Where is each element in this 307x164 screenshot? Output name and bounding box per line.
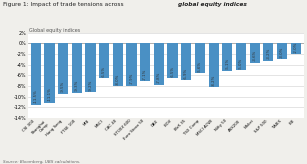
Text: -9.3%: -9.3% xyxy=(75,80,79,91)
Text: -3.2%: -3.2% xyxy=(266,48,270,59)
Bar xyxy=(140,43,150,81)
Text: -11.1%: -11.1% xyxy=(48,87,52,101)
Text: -11.5%: -11.5% xyxy=(34,89,38,103)
Text: Source: Bloomberg, UBS calculations.: Source: Bloomberg, UBS calculations. xyxy=(3,160,80,164)
Text: Figure 1: Impact of trade tensions across: Figure 1: Impact of trade tensions acros… xyxy=(3,2,126,7)
Bar xyxy=(85,43,96,92)
Bar xyxy=(154,43,164,85)
Bar xyxy=(277,43,287,59)
Text: -6.5%: -6.5% xyxy=(102,65,106,76)
Text: -9.5%: -9.5% xyxy=(61,81,65,92)
Bar xyxy=(126,43,137,86)
Text: -7.1%: -7.1% xyxy=(143,68,147,80)
Bar xyxy=(208,43,219,87)
Bar xyxy=(168,43,178,78)
Bar xyxy=(72,43,82,93)
Text: -8.2%: -8.2% xyxy=(212,74,216,86)
Text: -7.9%: -7.9% xyxy=(130,73,134,84)
Bar xyxy=(222,43,232,71)
Bar xyxy=(58,43,68,94)
Bar xyxy=(195,43,205,73)
Text: -5.1%: -5.1% xyxy=(225,58,229,69)
Text: -7.8%: -7.8% xyxy=(157,72,161,83)
Text: -2.0%: -2.0% xyxy=(294,41,298,52)
Text: -3.6%: -3.6% xyxy=(253,50,257,61)
Text: -8.0%: -8.0% xyxy=(116,73,120,84)
Bar xyxy=(263,43,274,61)
Text: -3.0%: -3.0% xyxy=(280,46,284,58)
Text: -9.2%: -9.2% xyxy=(88,80,92,91)
Text: Global equity indices: Global equity indices xyxy=(29,28,80,33)
Text: -5.0%: -5.0% xyxy=(239,57,243,69)
Text: -5.6%: -5.6% xyxy=(198,61,202,72)
Bar xyxy=(31,43,41,105)
Text: -6.9%: -6.9% xyxy=(184,67,188,79)
Bar xyxy=(45,43,55,103)
Text: -6.5%: -6.5% xyxy=(171,65,175,76)
Text: global equity indices: global equity indices xyxy=(178,2,247,7)
Bar xyxy=(250,43,260,63)
Bar xyxy=(181,43,192,80)
Bar xyxy=(291,43,301,54)
Bar xyxy=(236,43,246,70)
Bar xyxy=(99,43,109,78)
Bar xyxy=(113,43,123,86)
